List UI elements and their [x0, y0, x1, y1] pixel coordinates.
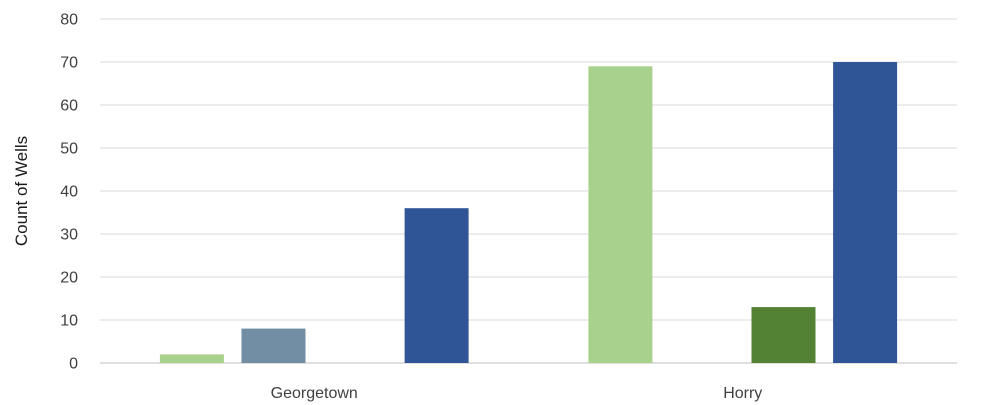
gridlines [100, 18, 957, 364]
y-tick-label: 0 [69, 356, 78, 373]
bar-georgetown-series-2 [241, 328, 306, 363]
y-axis-title: Count of Wells [12, 136, 31, 246]
x-category-label: Horry [723, 385, 762, 402]
y-tick-label: 80 [60, 12, 78, 29]
bar-georgetown-series-1 [159, 354, 224, 363]
bar-horry-series-4 [833, 62, 898, 363]
bar-horry-series-1 [588, 66, 653, 364]
y-tick-label: 60 [60, 98, 78, 115]
bar-horry-series-3 [751, 307, 816, 363]
y-tick-label: 70 [60, 55, 78, 72]
y-tick-label: 10 [60, 313, 78, 330]
bar-georgetown-series-4 [404, 208, 469, 363]
y-tick-labels: 0 10 20 30 40 50 60 70 80 [60, 12, 78, 373]
bars [159, 62, 898, 364]
y-tick-label: 40 [60, 184, 78, 201]
y-tick-label: 50 [60, 141, 78, 158]
x-category-labels: Georgetown Horry [271, 385, 763, 402]
y-tick-label: 30 [60, 227, 78, 244]
y-tick-label: 20 [60, 270, 78, 287]
x-category-label: Georgetown [271, 385, 358, 402]
